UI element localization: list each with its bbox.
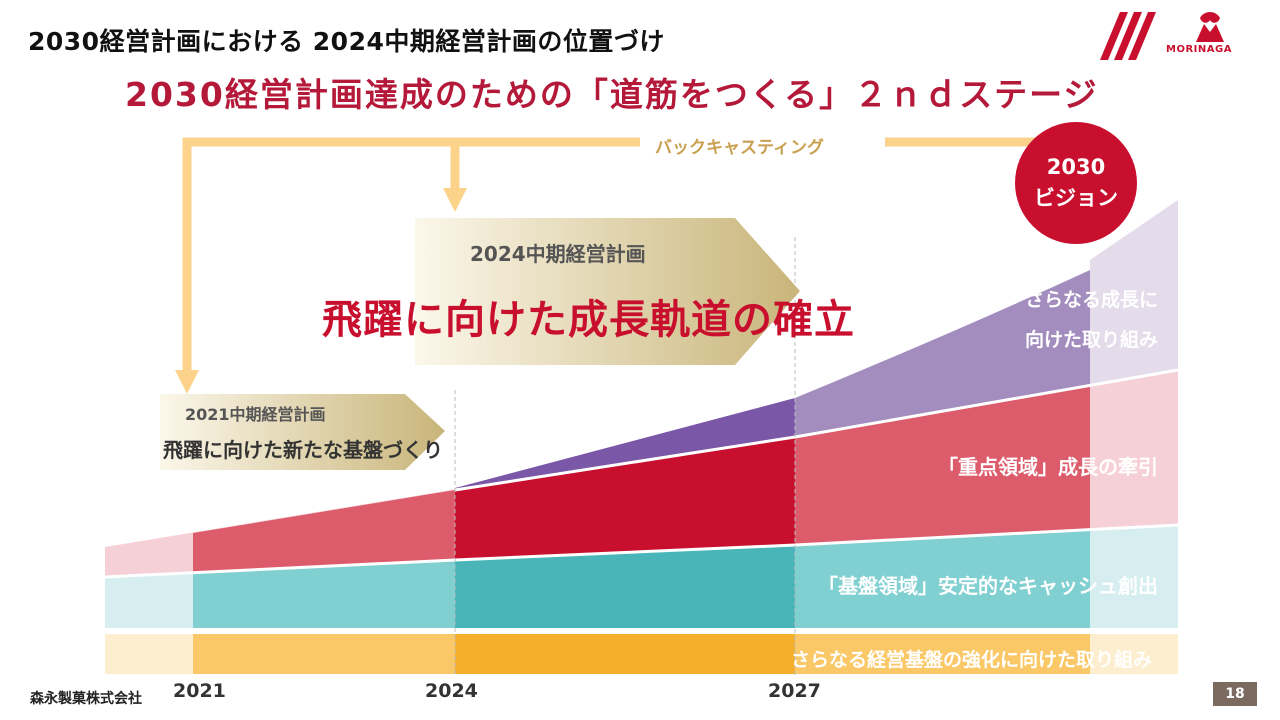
teal-band-2024 bbox=[455, 545, 795, 628]
plan-2021-chevron bbox=[160, 394, 445, 470]
backcasting-label: バックキャスティング bbox=[655, 138, 824, 158]
teal-band-2021 bbox=[193, 560, 455, 628]
logo-text: MORINAGA bbox=[1166, 44, 1232, 55]
plan-2024-slogan: 飛躍に向けた成長軌道の確立 bbox=[322, 297, 855, 343]
page-number: 18 bbox=[1213, 682, 1257, 706]
purple-band-2027 bbox=[795, 270, 1090, 437]
divider-line-mid bbox=[104, 523, 1179, 579]
arrow-head-2024 bbox=[443, 188, 467, 212]
pale-purple-band bbox=[1090, 200, 1178, 385]
morinaga-logo bbox=[1100, 10, 1250, 62]
company-name: 森永製菓株式会社 bbox=[30, 691, 142, 707]
year-label-2024: 2024 bbox=[425, 680, 478, 702]
year-label-2027: 2027 bbox=[768, 680, 821, 702]
base-band-label: 「基盤領域」安定的なキャッシュ創出 bbox=[818, 574, 1158, 598]
growth-band-label-line1: さらなる成長に bbox=[1024, 289, 1158, 311]
focus-band-label: 「重点領域」成長の牽引 bbox=[938, 455, 1158, 479]
page-title: 2030経営計画における 2024中期経営計画の位置づけ bbox=[28, 27, 665, 56]
plan-2021-slogan: 飛躍に向けた新たな基盤づくり bbox=[163, 438, 443, 462]
page-subtitle: 2030経営計画達成のための「道筋をつくる」２ｎｄステージ bbox=[125, 75, 1099, 114]
red-band-2021 bbox=[193, 490, 455, 573]
growth-band-label-line2: 向けた取り組み bbox=[1024, 329, 1158, 351]
vision-circle: 2030 ビジョン bbox=[1015, 122, 1137, 244]
red-band-2024 bbox=[455, 437, 795, 560]
orange-band-2024 bbox=[455, 634, 795, 674]
vision-label: ビジョン bbox=[1034, 186, 1118, 210]
arrow-head-2021 bbox=[175, 370, 199, 394]
orange-band-2021 bbox=[193, 634, 455, 674]
plan-2021-label: 2021中期経営計画 bbox=[185, 405, 326, 424]
plan-2024-chevron bbox=[415, 218, 800, 365]
teal-band-2027 bbox=[795, 530, 1090, 628]
purple-band-2024 bbox=[455, 398, 795, 490]
plan-2024-label: 2024中期経営計画 bbox=[470, 242, 646, 266]
vision-year: 2030 bbox=[1046, 154, 1106, 179]
management-band-label: さらなる経営基盤の強化に向けた取り組み bbox=[790, 649, 1152, 671]
year-label-2021: 2021 bbox=[173, 680, 226, 702]
orange-band-2027 bbox=[795, 634, 1090, 674]
